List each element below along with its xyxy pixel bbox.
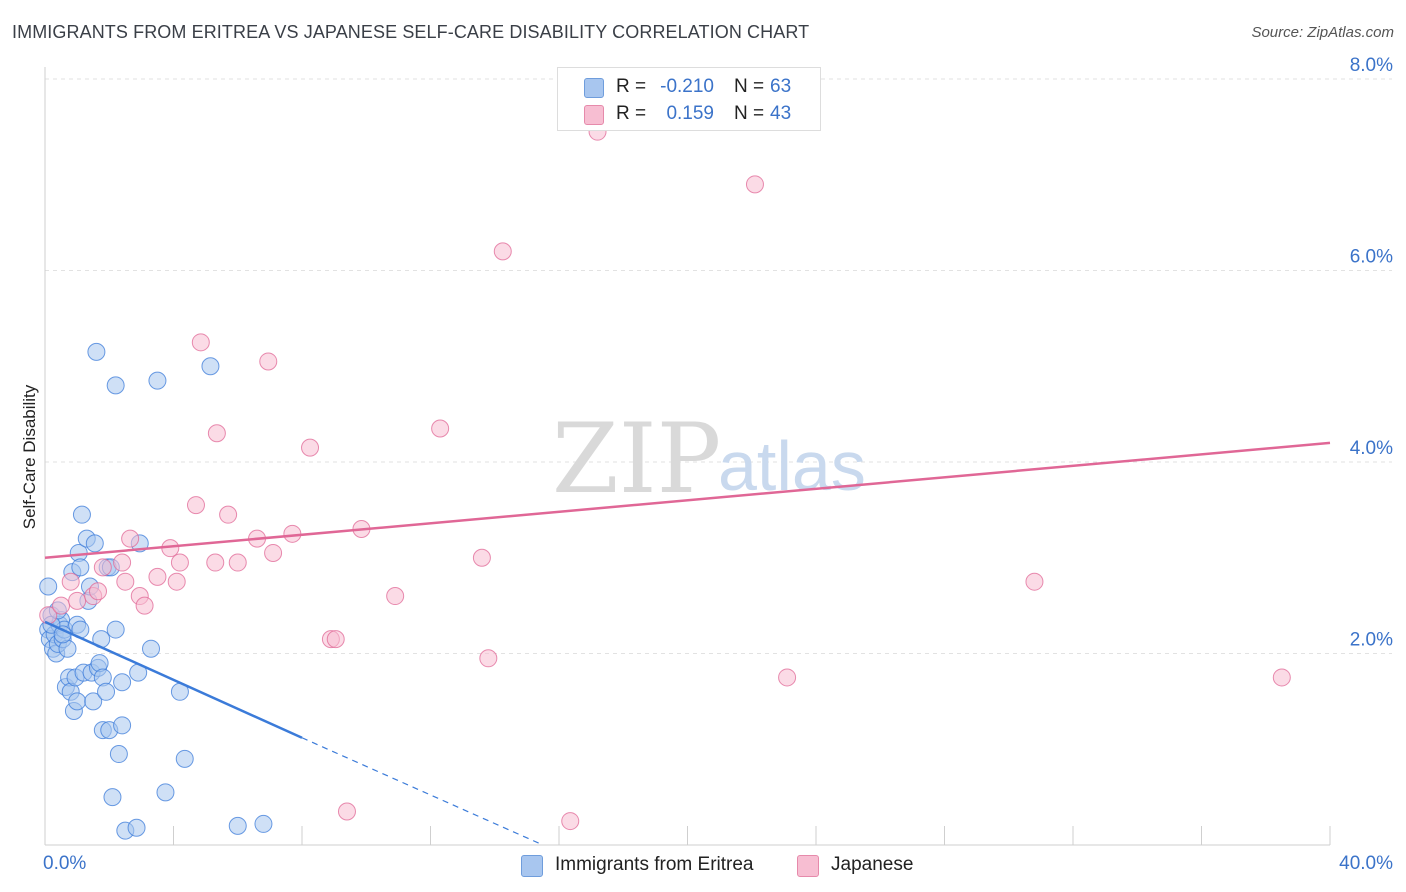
japanese-point [264,543,283,562]
japanese-point [1025,572,1044,591]
japanese-point [259,352,278,371]
eritrea-point [72,505,91,524]
data-points [39,84,1291,840]
japanese-point [148,567,167,586]
japanese-point [52,596,71,615]
japanese-point [479,649,498,668]
japanese-point [778,668,797,687]
eritrea-point [175,749,194,768]
japanese-point [386,587,405,606]
r-label: R = [616,76,647,97]
eritrea-point [39,577,58,596]
legend: Immigrants from Eritrea Japanese [0,850,1406,880]
eritrea-point [156,783,175,802]
y-tick-label: 4.0% [1350,438,1393,459]
japanese-point [135,596,154,615]
eritrea-swatch [521,855,543,877]
eritrea-point [254,814,273,833]
tick-labels: 2.0% 4.0% 6.0% 8.0% 0.0% 40.0% [43,55,1393,874]
chart-source: Source: ZipAtlas.com [1251,24,1394,41]
japanese-point [89,582,108,601]
grid-lines [45,78,1392,654]
japanese-point [207,424,226,443]
watermark-atlas: atlas [718,427,866,505]
eritrea-point [103,788,122,807]
eritrea-point [97,682,116,701]
y-tick-label: 8.0% [1350,55,1393,76]
eritrea-point [106,620,125,639]
japanese-point [431,419,450,438]
n-value: 43 [770,103,792,124]
japanese-point [219,505,238,524]
n-label: N = [734,76,765,97]
y-tick-label: 2.0% [1350,630,1393,651]
watermark: ZIP atlas [552,403,866,515]
x-tick-label: 40.0% [1339,853,1393,874]
axes [44,67,1331,846]
japanese-point [301,438,320,457]
x-tick-label: 0.0% [43,853,86,874]
japanese-trend-line [44,441,1331,559]
japanese-point [745,175,764,194]
chart-title: IMMIGRANTS FROM ERITREA VS JAPANESE SELF… [12,22,810,42]
stats-box: R = -0.210 N = 63 R = 0.159 N = 43 [557,67,821,131]
eritrea-point [68,692,87,711]
watermark-zip: ZIP [552,403,721,515]
eritrea-point [85,534,104,553]
y-tick-label: 6.0% [1350,247,1393,268]
japanese-point [116,572,135,591]
japanese-point [561,812,580,831]
eritrea-point [142,639,161,658]
japanese-point [186,496,205,515]
japanese-point [228,553,247,572]
japanese-point [337,802,356,821]
eritrea-point [109,745,128,764]
legend-label: Japanese [831,854,914,875]
japanese-point [61,572,80,591]
eritrea-point [84,692,103,711]
japanese-point [206,553,225,572]
eritrea-point [201,357,220,376]
n-label: N = [734,103,765,124]
eritrea-trend-line [44,620,303,739]
japanese-point [1272,668,1291,687]
eritrea-point [71,558,90,577]
eritrea-point [87,342,106,361]
stats-row-eritrea: R = -0.210 N = 63 [558,73,820,101]
japanese-point [326,630,345,649]
japanese-point [167,572,186,591]
eritrea-swatch [584,78,604,98]
r-label: R = [616,103,647,124]
eritrea-point [148,371,167,390]
eritrea-point [106,376,125,395]
legend-label: Immigrants from Eritrea [555,854,754,875]
japanese-point [121,529,140,548]
japanese-swatch [584,105,604,125]
japanese-point [113,553,132,572]
y-axis-label: Self-Care Disability [20,384,39,529]
n-value: 63 [770,76,792,97]
japanese-point [283,524,302,543]
trend-lines [44,441,1331,846]
japanese-point [493,242,512,261]
r-value: -0.210 [660,76,714,97]
japanese-point [68,591,87,610]
eritrea-point [113,673,132,692]
japanese-point [191,333,210,352]
stats-row-japanese: R = 0.159 N = 43 [558,100,820,128]
japanese-point [472,548,491,567]
eritrea-trend-extension [301,737,544,846]
r-value: 0.159 [666,103,714,124]
japanese-point [170,553,189,572]
japanese-point [93,558,112,577]
eritrea-point [113,716,132,735]
eritrea-point [127,818,146,837]
eritrea-point [228,816,247,835]
japanese-swatch [797,855,819,877]
